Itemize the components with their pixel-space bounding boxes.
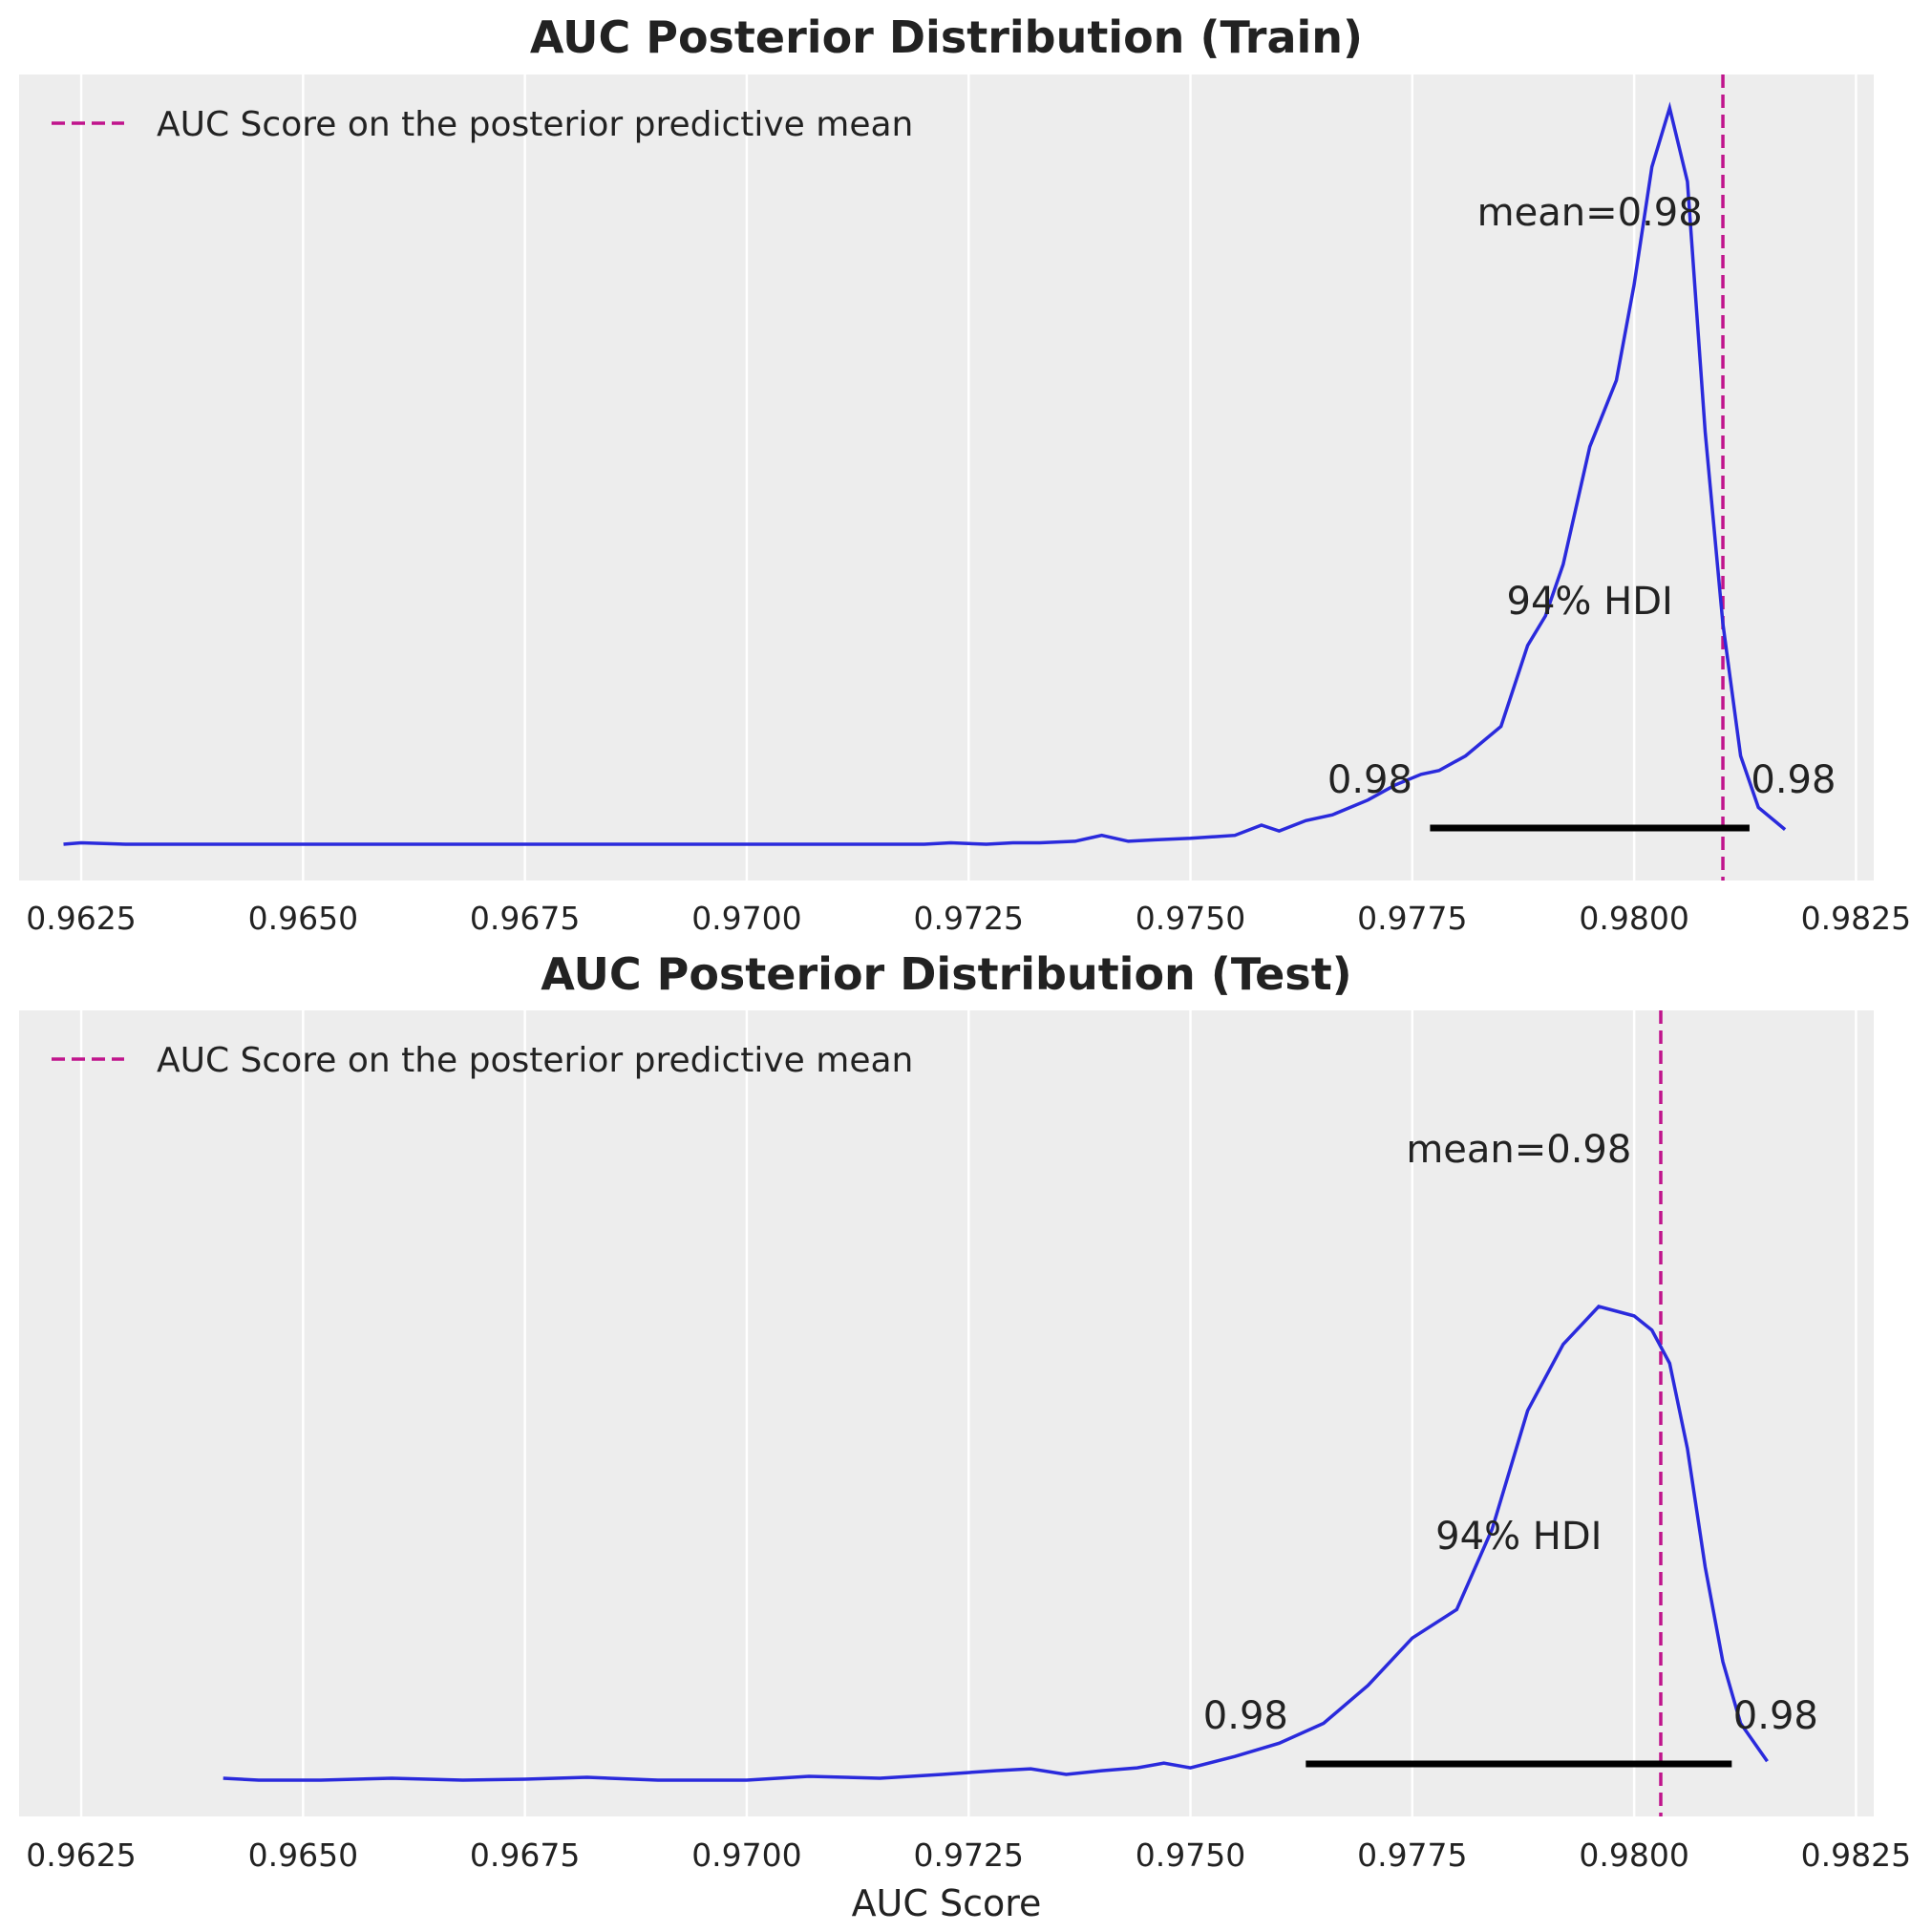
x-axis-label: AUC Score [852, 1882, 1042, 1924]
x-tick-label: 0.9675 [470, 900, 580, 937]
x-tick-label: 0.9750 [1136, 1836, 1245, 1874]
x-tick-label: 0.9825 [1801, 900, 1911, 937]
density-curve-train [63, 101, 1787, 846]
panel-train: AUC Posterior Distribution (Train) 0.962… [19, 11, 1911, 937]
chart-title-test: AUC Posterior Distribution (Test) [541, 948, 1351, 1000]
x-tick-label: 0.9700 [691, 900, 801, 937]
x-tick-label: 0.9825 [1801, 1836, 1911, 1874]
x-tick-label: 0.9675 [470, 1836, 580, 1874]
x-tick-labels-train: 0.9625 0.9650 0.9675 0.9700 0.9725 0.9750 0.97… [26, 900, 1911, 937]
hdi-high-label-train: 0.98 [1751, 758, 1836, 802]
x-tick-label: 0.9775 [1357, 1836, 1467, 1874]
hdi-label-train: 94% HDI [1507, 580, 1673, 624]
gridlines-train [79, 74, 1858, 881]
x-tick-label: 0.9725 [913, 900, 1023, 937]
legend-label-test: AUC Score on the posterior predictive me… [157, 1041, 913, 1080]
mean-label-test: mean=0.98 [1406, 1128, 1631, 1172]
legend-train: AUC Score on the posterior predictive me… [52, 105, 913, 144]
hdi-low-label-test: 0.98 [1203, 1694, 1288, 1738]
gridlines-test [79, 1010, 1858, 1816]
legend-test: AUC Score on the posterior predictive me… [52, 1041, 913, 1080]
x-tick-label: 0.9650 [248, 900, 358, 937]
x-tick-label: 0.9775 [1357, 900, 1467, 937]
panel-test: AUC Posterior Distribution (Test) 0.9625… [19, 948, 1911, 1924]
x-tick-labels-test: 0.9625 0.9650 0.9675 0.9700 0.9725 0.9750 0.97… [26, 1836, 1911, 1874]
mean-label-train: mean=0.98 [1477, 191, 1703, 235]
hdi-low-label-train: 0.98 [1327, 758, 1412, 802]
x-tick-label: 0.9750 [1136, 900, 1245, 937]
x-tick-label: 0.9625 [26, 900, 136, 937]
hdi-label-test: 94% HDI [1435, 1515, 1602, 1559]
legend-label-train: AUC Score on the posterior predictive me… [157, 105, 913, 144]
density-curve-test [223, 1305, 1769, 1782]
plot-area-test [19, 1010, 1874, 1816]
x-tick-label: 0.9650 [248, 1836, 358, 1874]
chart-title-train: AUC Posterior Distribution (Train) [530, 11, 1363, 63]
hdi-high-label-test: 0.98 [1733, 1694, 1818, 1738]
x-tick-label: 0.9800 [1579, 1836, 1688, 1874]
plot-area-train [19, 74, 1874, 881]
x-tick-label: 0.9800 [1579, 900, 1688, 937]
x-tick-label: 0.9625 [26, 1836, 136, 1874]
x-tick-label: 0.9725 [913, 1836, 1023, 1874]
x-tick-label: 0.9700 [691, 1836, 801, 1874]
